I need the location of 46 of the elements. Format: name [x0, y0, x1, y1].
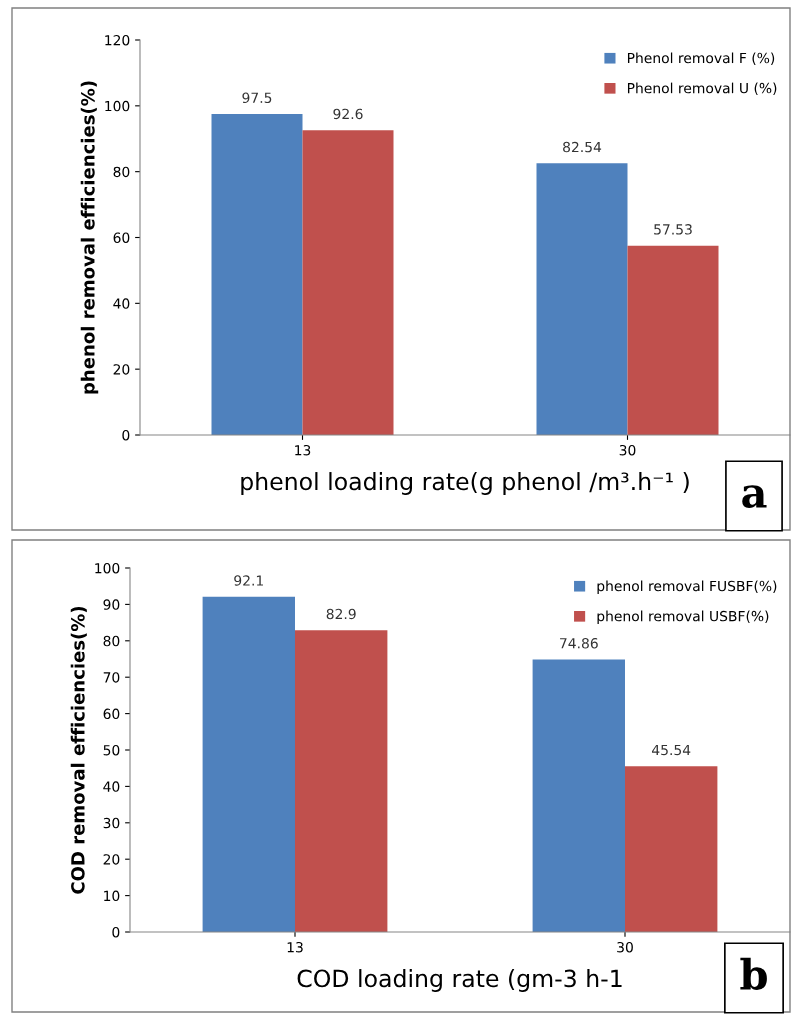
y-tick-label: 20	[103, 854, 120, 865]
text: b	[740, 957, 767, 991]
y-tick-label: 100	[105, 100, 130, 112]
y-tick-label: 90	[103, 599, 120, 610]
y-tick-label: 40	[103, 781, 120, 792]
data-label: 45.54	[652, 744, 691, 756]
y-axis-title: COD removal efficiencies(%)	[70, 606, 87, 894]
bar	[625, 766, 718, 932]
x-axis-title: COD loading rate (gm-3 h-1	[297, 969, 622, 992]
y-tick-label: 80	[103, 635, 120, 647]
y-tick-label: 30	[103, 817, 120, 829]
bar	[532, 659, 625, 932]
data-label: 92.6	[333, 108, 363, 120]
data-label: 82.54	[563, 141, 602, 153]
legend-label: phenol removal FUSBF(%)	[597, 580, 777, 594]
y-tick-label: 10	[104, 890, 120, 902]
x-tick-label: 13	[295, 444, 311, 456]
bar	[536, 163, 628, 435]
bar	[202, 596, 295, 932]
data-label: 57.53	[654, 224, 692, 235]
y-tick-label: 80	[113, 166, 130, 178]
legend-label: phenol removal USBF(%)	[597, 610, 769, 625]
y-tick-label: 60	[103, 708, 120, 720]
data-label: 82.9	[326, 608, 356, 620]
text: a	[742, 485, 767, 509]
y-tick-label: 70	[103, 672, 120, 683]
legend-label: Phenol removal U (%)	[627, 82, 777, 95]
x-tick-label: 13	[287, 941, 303, 953]
y-tick-label: 60	[113, 232, 130, 243]
x-axis-title: phenol loading rate(g phenol /m³.h⁻¹ )	[241, 472, 689, 495]
bar	[627, 245, 719, 435]
legend-label: Phenol removal F (%)	[627, 52, 775, 65]
y-axis-title: phenol removal efficiencies(%)	[80, 81, 99, 394]
y-tick-label: 20	[113, 364, 130, 375]
bar	[211, 114, 303, 435]
y-tick-label: 120	[105, 34, 130, 46]
bar	[302, 130, 394, 435]
y-tick-label: 0	[122, 429, 130, 441]
data-label: 74.86	[560, 637, 598, 649]
y-tick-label: 40	[113, 298, 130, 309]
data-label: 92.1	[234, 575, 263, 586]
data-label: 97.5	[242, 92, 272, 104]
bar	[295, 630, 388, 932]
y-tick-label: 100	[95, 562, 120, 574]
y-tick-label: 50	[103, 744, 120, 756]
y-tick-label: 0	[112, 926, 120, 938]
